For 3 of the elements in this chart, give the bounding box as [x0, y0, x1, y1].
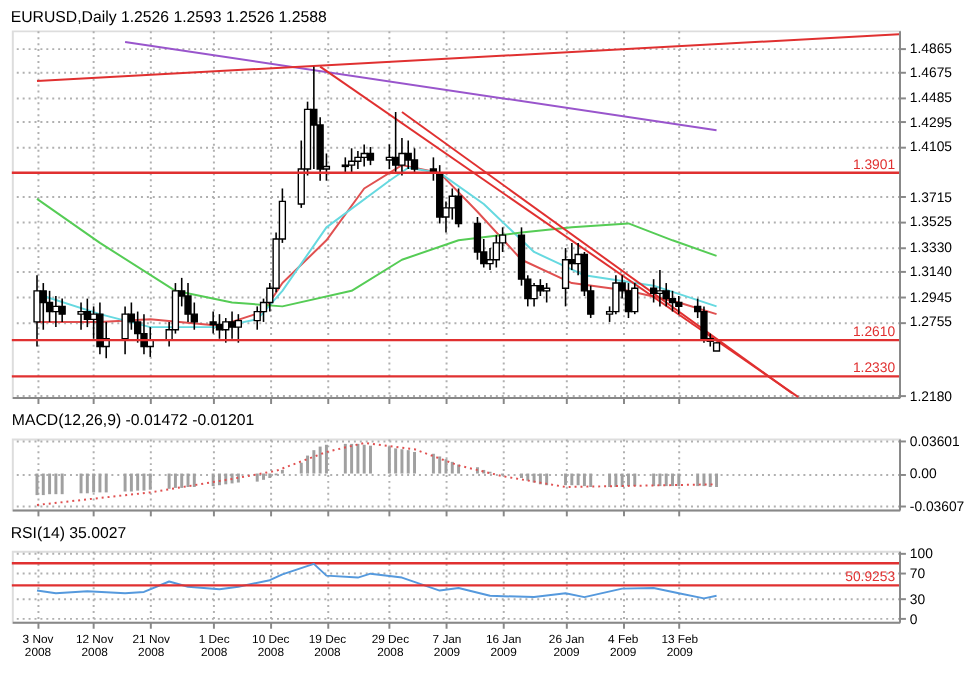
chart-title: RSI(14) 35.0027: [10, 523, 127, 542]
chart-title: EURUSD,Daily 1.2526 1.2593 1.2526 1.2588: [10, 8, 328, 27]
chart-title: MACD(12,26,9) -0.01472 -0.01201: [11, 411, 255, 430]
